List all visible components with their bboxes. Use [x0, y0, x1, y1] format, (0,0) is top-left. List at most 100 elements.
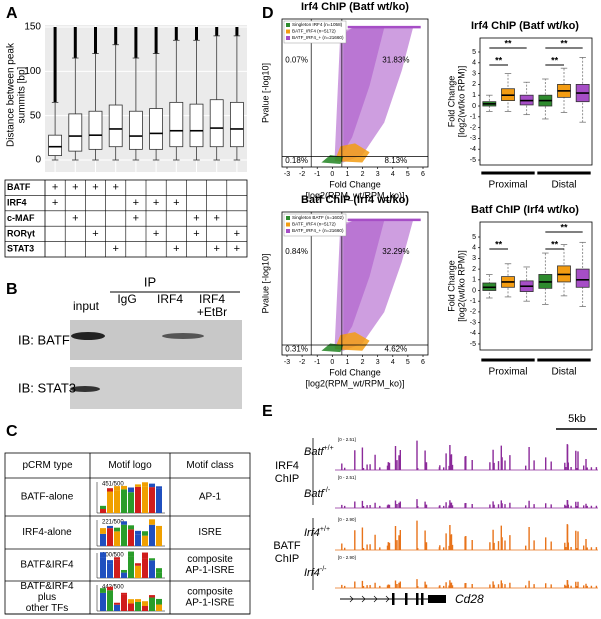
y-tick-label: 4	[472, 60, 476, 67]
table-cell: +	[133, 197, 139, 209]
logo-letter	[107, 491, 113, 513]
track-signal	[341, 579, 598, 588]
logo-letter	[156, 604, 162, 611]
y-axis-label: summits [bp]	[17, 66, 28, 123]
pcrm-type: other TFs	[26, 603, 69, 614]
panel-label: C	[6, 423, 18, 440]
x-tick-label: -1	[314, 359, 320, 366]
table-row-label: BATF	[7, 182, 31, 192]
logo-letter	[100, 588, 106, 593]
band	[71, 332, 105, 340]
x-axis-label: [log2(RPM_wt/RPM_ko)]	[305, 378, 404, 388]
y-tick-label: 50	[30, 110, 42, 121]
logo-letter	[121, 521, 127, 525]
logo-letter	[100, 533, 106, 546]
legend-swatch	[286, 216, 290, 220]
logo-letter	[149, 560, 155, 578]
gene-name: Cd28	[455, 592, 484, 606]
chart-title: Irf4 ChIP (Batf wt/ko)	[301, 1, 409, 13]
point-cloud	[334, 332, 370, 351]
y-tick-label: -5	[470, 157, 476, 164]
table-cell: +	[213, 243, 219, 255]
logo-letter	[114, 527, 120, 532]
y-axis-label: Distance between peak	[6, 42, 17, 147]
legend-swatch	[286, 36, 290, 40]
table-cell: +	[153, 228, 159, 240]
logo-letter	[156, 572, 162, 578]
track-label: Batf-/-	[304, 487, 331, 500]
x-tick-label: 1	[345, 359, 349, 366]
exon	[405, 593, 408, 605]
logo-letter	[121, 594, 127, 611]
logo-letter	[142, 601, 148, 607]
table-cell: +	[234, 228, 240, 240]
legend-label: BATF_IRF4_+ (n=21660)	[292, 228, 344, 233]
y-tick-label: 3	[472, 255, 476, 262]
motif-count: 221/500	[102, 520, 124, 526]
logo-letter	[135, 565, 141, 578]
logo-letter	[128, 551, 134, 557]
y-tick-label: 5	[472, 234, 476, 241]
x-axis-label: Fold Change	[329, 179, 381, 189]
logo-letter	[128, 556, 134, 578]
blot	[70, 320, 242, 360]
legend-swatch	[286, 23, 290, 27]
logo-letter	[128, 529, 134, 546]
logo-letter	[142, 531, 148, 536]
lane-label: IRF4	[199, 292, 225, 306]
y-tick-label: 5	[472, 49, 476, 56]
track-group-label: ChIP	[275, 553, 299, 565]
track-genotype: +/+	[324, 445, 334, 452]
box	[108, 104, 123, 148]
logo-letter	[149, 595, 155, 598]
logo-letter	[100, 528, 106, 534]
logo-letter	[121, 569, 127, 573]
x-tick-label: 3	[376, 359, 380, 366]
logo-letter	[114, 531, 120, 546]
x-tick-label: -2	[299, 359, 305, 366]
significance-label: **	[495, 239, 503, 249]
quadrant-label: 8.13%	[385, 156, 408, 165]
band	[162, 333, 204, 339]
motif-class: AP-1	[199, 492, 222, 503]
track-group-label: BATF	[273, 540, 301, 552]
significance-label: **	[495, 55, 503, 65]
legend-swatch	[286, 222, 290, 227]
lane-label: IgG	[117, 292, 136, 306]
logo-letter	[121, 489, 127, 513]
logo-letter	[142, 552, 148, 559]
table-header: Motif logo	[108, 460, 152, 471]
logo-letter	[135, 534, 141, 546]
quadrant-label: 32.29%	[382, 247, 409, 256]
legend-label: BATF_IRF4 (n=5172)	[292, 29, 336, 34]
track-signal	[341, 520, 598, 550]
quadrant-label: 0.07%	[285, 56, 308, 65]
x-tick-label: 0	[330, 171, 334, 178]
x-tick-label: 4	[391, 171, 395, 178]
quadrant-label: 31.83%	[382, 56, 409, 65]
logo-letter	[107, 563, 113, 578]
x-tick-label: 5	[406, 171, 410, 178]
y-tick-label: 4	[472, 245, 476, 252]
y-tick-label: 2	[472, 266, 476, 273]
significance-label: **	[504, 38, 512, 48]
legend-label: Singleton IRF4 (n=1058)	[292, 22, 343, 27]
table-cell: +	[72, 182, 78, 194]
logo-letter	[135, 486, 141, 513]
box	[209, 99, 224, 148]
logo-letter	[100, 592, 106, 611]
logo-letter	[128, 487, 134, 493]
panel-label: E	[262, 403, 273, 420]
y-axis-label: Fold Change	[446, 260, 456, 312]
logo-letter	[142, 535, 148, 546]
logo-letter	[100, 552, 106, 558]
y-tick-label: 0	[35, 155, 41, 166]
blot-row-label: IB: STAT3	[18, 380, 76, 395]
y-tick-label: -1	[470, 114, 476, 121]
point-cloud	[343, 26, 385, 153]
lane-label: +EtBr	[197, 305, 227, 319]
track-gene: Irf4	[304, 527, 320, 539]
exon	[416, 593, 419, 605]
exon	[421, 593, 424, 605]
y-axis-label: Pvalue [-log10]	[260, 63, 270, 123]
